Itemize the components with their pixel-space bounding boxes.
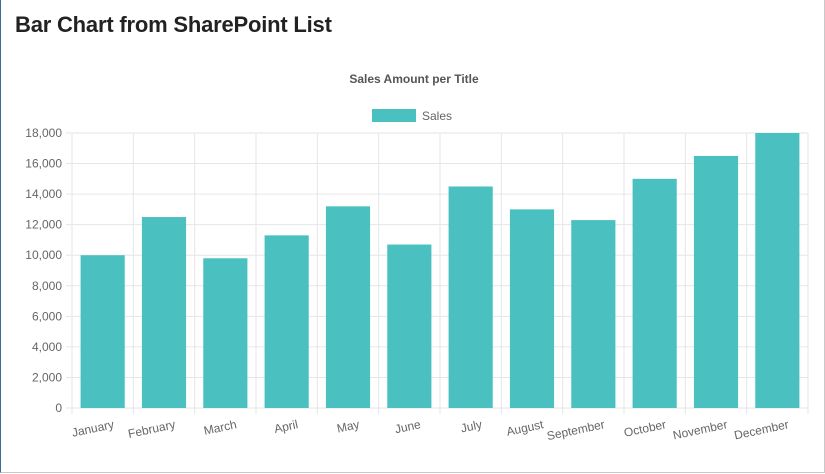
bar-august[interactable]	[509, 209, 555, 408]
y-tick-label: 18,000	[25, 126, 62, 140]
x-tick-label: June	[394, 417, 423, 436]
bar-may[interactable]	[325, 206, 371, 408]
x-axis: January February March April May June July Augu…	[71, 417, 790, 443]
y-tick-label: 8,000	[32, 279, 62, 293]
x-tick-label: February	[127, 417, 177, 441]
bar-february[interactable]	[141, 217, 187, 408]
legend: Sales	[372, 109, 452, 123]
y-tick-label: 16,000	[25, 157, 62, 171]
bar-november[interactable]	[693, 155, 739, 408]
bar-march[interactable]	[203, 258, 248, 408]
page-title: Bar Chart from SharePoint List	[15, 12, 332, 37]
bar-december[interactable]	[755, 133, 800, 408]
y-axis: 0 2,000 4,000 6,000 8,000 10,000 12,000 14,000 1…	[25, 126, 62, 415]
bar-july[interactable]	[448, 186, 493, 408]
bar-april[interactable]	[264, 235, 309, 408]
y-tick-label: 10,000	[25, 248, 62, 262]
legend-label-sales: Sales	[422, 109, 452, 123]
x-tick-label: January	[71, 417, 116, 440]
bar-september[interactable]	[571, 220, 616, 408]
legend-swatch-sales	[372, 109, 416, 122]
x-tick-label: July	[460, 417, 484, 435]
x-tick-label: August	[505, 417, 545, 439]
y-tick-label: 14,000	[25, 187, 62, 201]
y-tick-label: 4,000	[32, 340, 62, 354]
y-tick-label: 6,000	[32, 309, 62, 323]
x-tick-label: October	[623, 417, 668, 440]
y-tick-label: 0	[55, 401, 62, 415]
y-tick-label: 2,000	[32, 370, 62, 384]
bar-october[interactable]	[632, 178, 677, 408]
bar-january[interactable]	[80, 255, 125, 408]
x-tick-label: May	[336, 417, 361, 435]
y-tick-label: 12,000	[25, 218, 62, 232]
chart-title: Sales Amount per Title	[349, 72, 479, 86]
x-tick-label: November	[672, 417, 729, 442]
grid	[66, 132, 809, 414]
x-tick-label: September	[546, 417, 606, 443]
bars	[80, 133, 800, 408]
bar-june[interactable]	[387, 244, 432, 408]
x-tick-label: March	[202, 417, 238, 438]
x-tick-label: December	[733, 417, 790, 442]
x-tick-label: April	[273, 417, 299, 436]
